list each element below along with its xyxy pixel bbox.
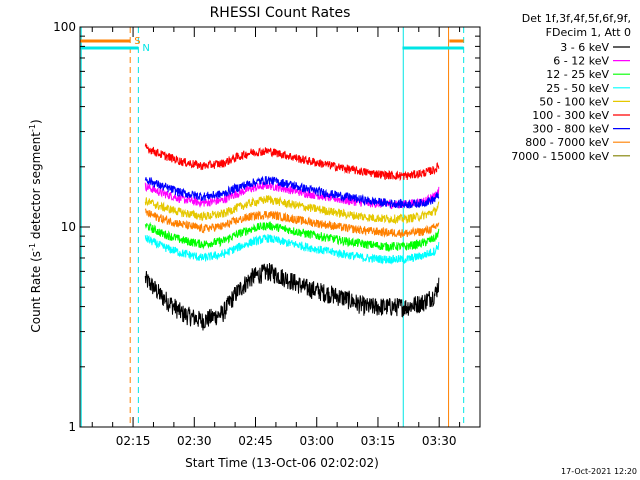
night-label: N (142, 43, 149, 54)
series-line-4 (144, 194, 440, 225)
legend-entry-label: 6 - 12 keV (553, 55, 609, 68)
legend-entry-label: 25 - 50 keV (546, 82, 609, 95)
legend-header-line-2: FDecim 1, Att 0 (546, 26, 631, 39)
x-tick-label: 03:15 (361, 434, 396, 448)
y-axis-label-sup2: -1 (28, 124, 37, 132)
series-line-2 (144, 221, 440, 253)
y-axis-label-main: Count Rate (s (29, 251, 43, 333)
chart-title: RHESSI Count Rates (210, 5, 351, 21)
legend-entry-label: 12 - 25 keV (546, 68, 609, 81)
legend-entry-label: 7000 - 15000 keV (511, 150, 609, 163)
x-tick-label: 02:45 (238, 434, 273, 448)
legend-entry-label: 50 - 100 keV (539, 95, 609, 108)
series-line-0 (144, 262, 440, 331)
y-axis-label-end: ) (29, 119, 43, 124)
legend-header-line-1: Det 1f,3f,4f,5f,6f,9f, (522, 12, 631, 25)
legend: Det 1f,3f,4f,5f,6f,9f, FDecim 1, Att 0 3… (511, 12, 631, 163)
x-tick-label: 03:00 (299, 434, 334, 448)
axes-layer: 1 10 100 02:15 02:30 02:45 03:00 03:15 03:30 (53, 20, 481, 448)
series-line-5 (144, 143, 440, 182)
series-line-7 (144, 208, 440, 238)
y-axis-label: Count Rate (s-1 detector segment-1) (28, 119, 43, 332)
x-tick-label: 02:30 (177, 434, 212, 448)
x-tick-label: 03:30 (422, 434, 457, 448)
legend-entry-label: 100 - 300 keV (532, 109, 609, 122)
series-line-3 (144, 234, 440, 265)
series-line-1 (144, 180, 440, 210)
saa-label: S (134, 36, 140, 47)
y-axis-label-sup1: -1 (28, 243, 37, 251)
x-tick-label: 02:15 (116, 434, 151, 448)
y-axis-label-mid: detector segment (29, 132, 43, 243)
generation-timestamp: 17-Oct-2021 12:20 (561, 467, 637, 476)
y-tick-label: 100 (53, 20, 76, 34)
legend-entry-label: 300 - 800 keV (532, 123, 609, 136)
legend-entry-label: 800 - 7000 keV (525, 136, 609, 149)
series-line-6 (144, 175, 440, 209)
series-layer (144, 143, 440, 331)
indicator-layer: SN (80, 27, 465, 427)
y-tick-label: 1 (68, 420, 76, 434)
legend-entry-label: 3 - 6 keV (560, 41, 609, 54)
y-tick-label: 10 (61, 220, 76, 234)
x-axis-label: Start Time (13-Oct-06 02:02:02) (185, 456, 379, 470)
